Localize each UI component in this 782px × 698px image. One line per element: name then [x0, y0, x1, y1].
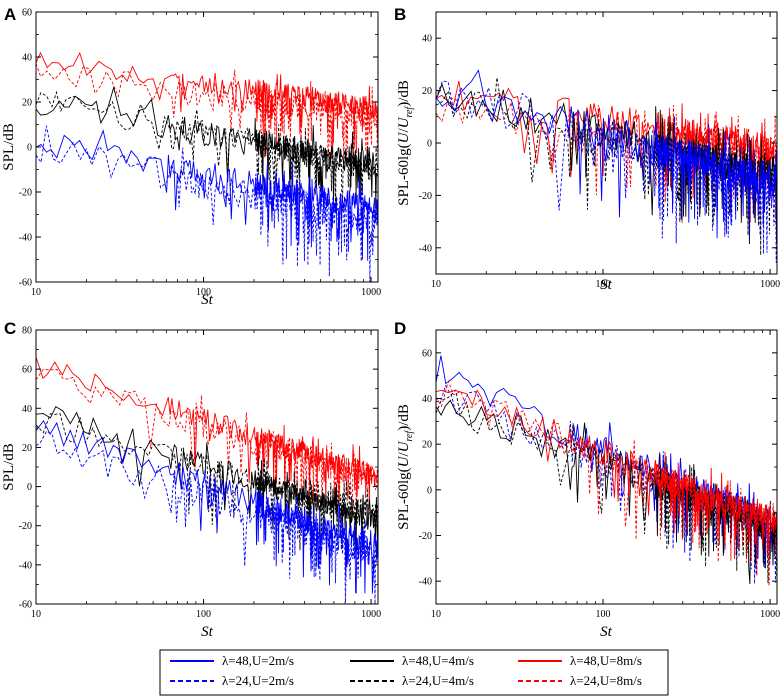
panel-letter-d: D — [394, 319, 406, 338]
series-line-l24_8 — [435, 379, 778, 587]
x-tick-label: 10 — [431, 609, 441, 620]
legend-label: λ=48,U=2m/s — [222, 653, 294, 668]
y-tick-label: 0 — [427, 485, 432, 496]
y-tick-label: 40 — [22, 404, 32, 415]
panel-a-ylabel: SPL/dB — [1, 123, 17, 171]
y-tick-label: 60 — [422, 348, 432, 359]
series-line-l24_8 — [35, 368, 379, 518]
legend-label: λ=24,U=8m/s — [570, 673, 642, 688]
x-tick-label: 1000 — [760, 279, 780, 290]
legend-label: λ=24,U=2m/s — [222, 673, 294, 688]
legend: λ=48,U=2m/s λ=48,U=4m/s λ=48,U=8m/s λ=24,U=… — [159, 649, 669, 696]
panel-d-ylabel: SPL-60lg(U/Uref)/dB — [396, 404, 415, 530]
panel-a-series — [35, 51, 379, 282]
y-tick-label: -20 — [419, 191, 432, 202]
panel-c-xlabel: St — [201, 624, 214, 640]
panel-d-axes: 10 100 1000 -40 -20 0 20 40 60 — [419, 330, 780, 620]
y-tick-label: -20 — [19, 521, 32, 532]
series-line-l24_4 — [35, 413, 379, 559]
legend-item-l24_8: λ=24,U=8m/s — [518, 673, 642, 688]
series-line-l24_2 — [35, 430, 379, 605]
legend-item-l24_2: λ=24,U=2m/s — [170, 673, 294, 688]
y-tick-label: -40 — [419, 577, 432, 588]
y-tick-label: -40 — [19, 560, 32, 571]
y-tick-label: 20 — [422, 440, 432, 451]
panel-b-axes: 10 100 1000 -40 -20 0 20 40 — [419, 12, 780, 290]
panel-a: A 10 100 1000 -60 -40 -20 0 20 40 60 St SPL/dB — [1, 5, 381, 308]
series-line-l24_2 — [435, 80, 778, 263]
panel-c: C 10 100 1000 -60 -40 -20 0 20 40 60 80 St SPL/dB — [1, 319, 381, 640]
panel-b-ylabel: SPL-60lg(U/Uref)/dB — [396, 80, 415, 206]
x-tick-label: 10 — [31, 609, 41, 620]
panel-c-ylabel: SPL/dB — [1, 443, 17, 491]
y-tick-label: -20 — [419, 531, 432, 542]
y-tick-label: -60 — [19, 600, 32, 611]
x-tick-label: 1000 — [361, 609, 381, 620]
panel-d-series — [435, 355, 778, 587]
series-line-l24_4 — [35, 90, 379, 214]
y-tick-label: 60 — [22, 365, 32, 376]
panel-b-xlabel: St — [600, 277, 613, 293]
y-tick-label: -40 — [419, 243, 432, 254]
series-line-l48_2 — [35, 129, 378, 261]
x-tick-label: 100 — [196, 609, 211, 620]
legend-box — [159, 649, 669, 696]
legend-label: λ=48,U=4m/s — [402, 653, 474, 668]
panel-b-series — [435, 69, 778, 263]
panel-c-series — [35, 356, 379, 605]
y-tick-label: -20 — [19, 188, 32, 199]
x-tick-label: 1000 — [760, 609, 780, 620]
legend-item-l48_2: λ=48,U=2m/s — [170, 653, 294, 668]
y-tick-label: 40 — [22, 53, 32, 64]
x-tick-label: 10 — [31, 287, 41, 298]
legend-label: λ=24,U=4m/s — [402, 673, 474, 688]
y-tick-label: 0 — [27, 482, 32, 493]
panel-d-xlabel: St — [600, 624, 613, 640]
panel-c-axes: 10 100 1000 -60 -40 -20 0 20 40 60 80 — [19, 326, 381, 621]
x-tick-label: 1000 — [361, 287, 381, 298]
series-line-l24_2 — [35, 125, 378, 282]
y-tick-label: 80 — [22, 326, 32, 337]
panel-a-axes: 10 100 1000 -60 -40 -20 0 20 40 60 — [19, 8, 381, 299]
y-tick-label: 60 — [22, 8, 32, 19]
series-line-l48_8 — [435, 389, 777, 550]
panel-letter-a: A — [4, 5, 16, 24]
y-tick-label: 20 — [422, 86, 432, 97]
x-tick-label: 100 — [596, 609, 611, 620]
y-tick-label: 20 — [22, 98, 32, 109]
legend-item-l48_8: λ=48,U=8m/s — [518, 653, 642, 668]
x-tick-label: 100 — [596, 279, 611, 290]
y-tick-label: 40 — [422, 34, 432, 45]
x-tick-label: 100 — [196, 287, 211, 298]
legend-item-l24_4: λ=24,U=4m/s — [350, 673, 474, 688]
panel-letter-c: C — [4, 319, 16, 338]
x-tick-label: 10 — [431, 279, 441, 290]
y-tick-label: 40 — [422, 394, 432, 405]
panel-letter-b: B — [394, 5, 406, 24]
y-tick-label: 20 — [22, 443, 32, 454]
panel-b: B 10 100 1000 -40 -20 0 20 40 St SPL-60lg(U/Ure… — [394, 5, 780, 293]
panel-d: D 10 100 1000 -40 -20 0 20 40 60 St SPL-60lg(U/U… — [394, 319, 780, 640]
y-tick-label: -60 — [19, 278, 32, 289]
series-line-l48_2 — [435, 69, 778, 239]
legend-label: λ=48,U=8m/s — [570, 653, 642, 668]
legend-item-l48_4: λ=48,U=4m/s — [350, 653, 474, 668]
y-tick-label: -40 — [19, 233, 32, 244]
panel-a-xlabel: St — [201, 292, 214, 308]
y-tick-label: 0 — [27, 143, 32, 154]
panel-a-frame — [35, 11, 379, 283]
y-tick-label: 0 — [427, 139, 432, 150]
series-line-l24_8 — [35, 63, 379, 167]
